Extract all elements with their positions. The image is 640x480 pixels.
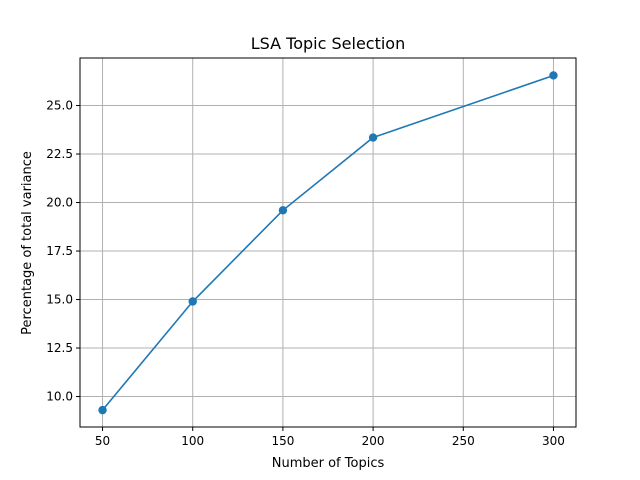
y-tick-label: 20.0 [46,196,73,210]
data-series [98,71,558,415]
x-tick-label: 150 [271,434,294,448]
data-point [98,405,107,415]
chart-title: LSA Topic Selection [251,34,405,53]
x-tick-label: 50 [95,434,110,448]
grid [80,58,576,427]
ticks: 50 100 150 200 250 300 10.0 12.5 15.0 17.5 20.0 22.… [46,99,565,448]
data-point [278,206,288,215]
y-axis-label: Percentage of total variance [20,151,35,335]
y-tick-label: 22.5 [46,147,73,161]
data-point [549,71,558,80]
data-point [368,133,378,142]
data-point [188,297,197,306]
x-tick-label: 100 [181,434,204,448]
series-line [101,74,554,411]
y-tick-label: 10.0 [46,390,73,404]
axes-frame [79,57,577,428]
y-tick-label: 25.0 [46,99,73,113]
y-tick-label: 12.5 [46,341,73,355]
x-tick-label: 300 [542,434,565,448]
x-axis-label: Number of Topics [272,456,385,471]
y-tick-label: 15.0 [46,293,73,307]
y-tick-label: 17.5 [46,244,73,258]
x-tick-label: 200 [362,434,385,448]
x-tick-label: 250 [452,434,475,448]
